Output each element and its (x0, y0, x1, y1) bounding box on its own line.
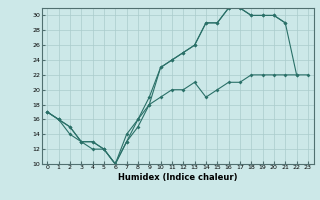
X-axis label: Humidex (Indice chaleur): Humidex (Indice chaleur) (118, 173, 237, 182)
